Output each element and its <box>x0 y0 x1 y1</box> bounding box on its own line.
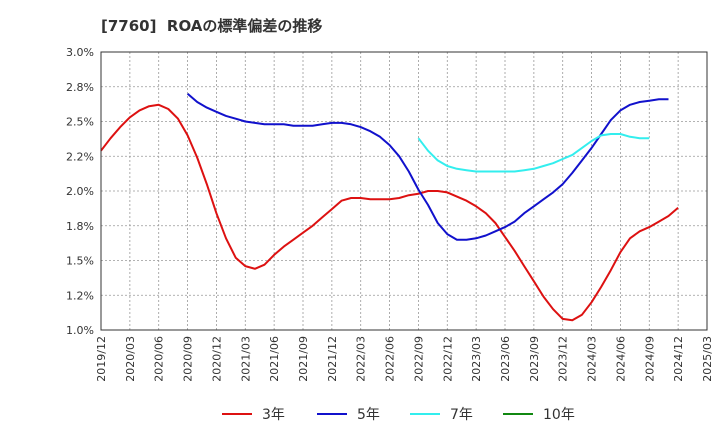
x-tick-label: 2022/03 <box>355 336 368 382</box>
legend-label-0: 3年 <box>262 407 285 423</box>
grid-lines <box>101 52 707 330</box>
legend-label-1: 5年 <box>357 407 380 423</box>
x-tick-label: 2020/12 <box>210 336 223 382</box>
legend-label-3: 10年 <box>543 407 575 423</box>
x-tick-label: 2024/06 <box>614 336 627 382</box>
plot-background <box>101 52 707 330</box>
x-tick-label: 2020/06 <box>153 336 166 382</box>
y-tick-label: 2.8% <box>66 81 94 94</box>
x-tick-label: 2021/06 <box>268 336 281 382</box>
x-tick-label: 2020/03 <box>124 336 137 382</box>
x-tick-label: 2023/12 <box>557 336 570 382</box>
x-tick-label: 2024/03 <box>586 336 599 382</box>
x-axis-ticks: 2019/12 2020/03 2020/06 2020/09 2020/12 2021/… <box>95 336 714 382</box>
y-tick-label: 2.0% <box>66 185 94 198</box>
y-tick-label: 1.8% <box>66 220 94 233</box>
legend-label-2: 7年 <box>450 407 473 423</box>
y-tick-label: 1.0% <box>66 324 94 337</box>
x-tick-label: 2023/03 <box>470 336 483 382</box>
x-tick-label: 2023/06 <box>499 336 512 382</box>
series-lines <box>100 92 679 322</box>
y-tick-label: 2.5% <box>66 116 94 129</box>
x-tick-label: 2024/09 <box>643 336 656 382</box>
x-tick-label: 2022/09 <box>412 336 425 382</box>
series-line-2 <box>417 133 650 173</box>
y-tick-label: 2.2% <box>66 150 94 163</box>
x-tick-label: 2020/09 <box>182 336 195 382</box>
x-tick-label: 2023/09 <box>528 336 541 382</box>
x-tick-label: 2021/09 <box>297 336 310 382</box>
legend: 3年 5年 7年 10年 <box>222 407 575 423</box>
x-tick-label: 2024/12 <box>672 336 685 382</box>
y-tick-label: 1.2% <box>66 289 94 302</box>
y-tick-label: 3.0% <box>66 46 94 59</box>
x-tick-label: 2019/12 <box>95 336 108 382</box>
x-tick-label: 2021/12 <box>326 336 339 382</box>
y-tick-label: 1.5% <box>66 255 94 268</box>
x-tick-label: 2025/03 <box>701 336 714 382</box>
series-line-1 <box>186 92 669 241</box>
chart-title: [7760] ROAの標準偏差の推移 <box>101 17 323 35</box>
plot-frame <box>100 51 708 331</box>
x-tick-label: 2022/12 <box>441 336 454 382</box>
series-line-0 <box>100 103 679 322</box>
x-tick-label: 2022/06 <box>384 336 397 382</box>
y-axis-ticks: 1.0% 1.2% 1.5% 1.8% 2.0% 2.2% 2.5% 2.8% 3.0% <box>66 46 94 337</box>
x-tick-label: 2021/03 <box>239 336 252 382</box>
